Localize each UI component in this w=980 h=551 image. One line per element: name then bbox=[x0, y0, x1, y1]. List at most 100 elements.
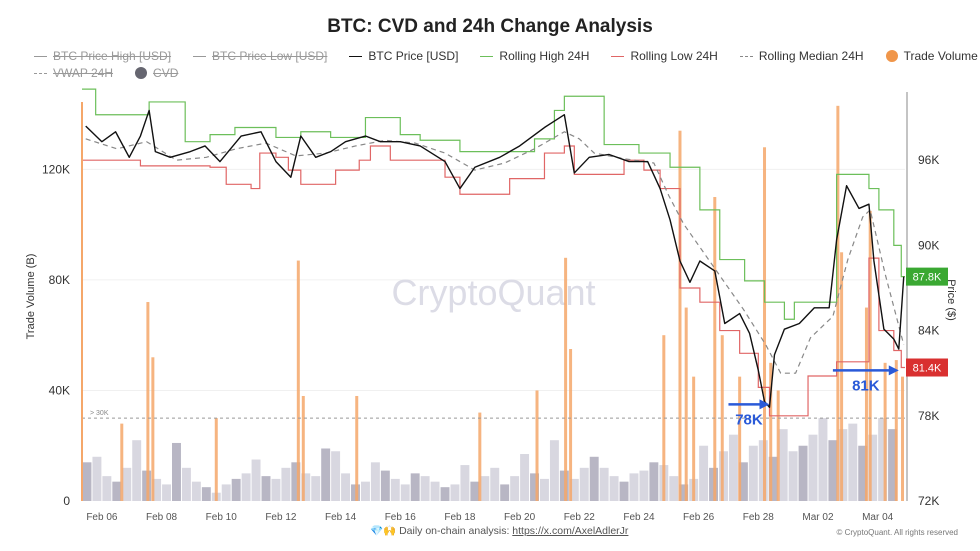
chart-title: BTC: CVD and 24h Change Analysis bbox=[327, 16, 653, 37]
last-value-label: 87.8K bbox=[913, 272, 942, 284]
legend-swatch bbox=[34, 72, 47, 74]
volume-spike-bar bbox=[684, 307, 688, 501]
volume-bar bbox=[728, 434, 738, 501]
volume-bar bbox=[430, 481, 440, 501]
volume-bar bbox=[321, 448, 331, 501]
volume-bar bbox=[122, 467, 132, 501]
y-left-tick-label: 80K bbox=[49, 273, 70, 287]
legend-swatch bbox=[34, 55, 47, 57]
legend-item[interactable]: CVD bbox=[135, 66, 178, 80]
legend-item[interactable]: Rolling Median 24H bbox=[739, 49, 864, 63]
volume-bar bbox=[341, 473, 351, 501]
volume-spike-bar bbox=[120, 423, 124, 501]
legend-label: CVD bbox=[153, 66, 179, 80]
volume-bar bbox=[301, 473, 311, 501]
volume-bar bbox=[798, 445, 808, 501]
volume-spike-bar bbox=[569, 349, 573, 501]
volume-bar bbox=[868, 434, 878, 501]
rolling-median-line bbox=[85, 131, 905, 374]
legend-label: BTC Price Low [USD] bbox=[212, 49, 328, 63]
y-left-tick-label: 40K bbox=[49, 383, 70, 397]
x-tick-label: Feb 28 bbox=[743, 512, 775, 523]
y-right-tick-label: 96K bbox=[918, 153, 939, 167]
volume-bar bbox=[241, 473, 251, 501]
x-tick-label: Feb 18 bbox=[444, 512, 476, 523]
volume-spike-bar bbox=[296, 260, 300, 501]
volume-spike-bar bbox=[894, 360, 898, 501]
volume-bar bbox=[112, 481, 122, 501]
x-tick-label: Feb 22 bbox=[564, 512, 596, 523]
volume-spike-bar bbox=[864, 307, 868, 501]
x-tick-label: Feb 26 bbox=[683, 512, 715, 523]
volume-bar bbox=[818, 418, 828, 501]
footer: 💎🙌 Daily on-chain analysis: https://x.co… bbox=[370, 524, 628, 537]
annotation-arrowhead bbox=[888, 365, 899, 376]
volume-bar bbox=[490, 467, 500, 501]
footer-link[interactable]: https://x.com/AxelAdlerJr bbox=[512, 525, 629, 537]
volume-bar bbox=[539, 478, 549, 501]
volume-bar bbox=[619, 481, 629, 501]
volume-spike-bar bbox=[564, 257, 568, 501]
volume-bar bbox=[738, 462, 748, 501]
volume-bar bbox=[470, 481, 480, 501]
legend-swatch bbox=[885, 50, 898, 62]
legend-item[interactable]: Rolling Low 24H bbox=[611, 49, 718, 63]
y-right-axis-label: Price ($) bbox=[945, 279, 957, 321]
x-tick-label: Feb 08 bbox=[146, 512, 178, 523]
last-value-badge bbox=[906, 358, 948, 377]
volume-bar bbox=[251, 459, 261, 501]
volume-bar bbox=[440, 487, 450, 501]
x-tick-label: Mar 04 bbox=[862, 512, 894, 523]
volume-bar bbox=[331, 451, 341, 501]
legend-label: Trade Volume [BTC] bbox=[903, 49, 980, 63]
legend-item[interactable]: BTC Price [USD] bbox=[349, 49, 458, 63]
volume-bar bbox=[390, 478, 400, 501]
volume-spike-bar bbox=[151, 357, 155, 501]
volume-bar bbox=[599, 467, 609, 501]
legend-item[interactable]: BTC Price High [USD] bbox=[34, 49, 171, 63]
volume-spike-bar bbox=[301, 395, 305, 501]
legend-label: BTC Price High [USD] bbox=[53, 49, 172, 63]
volume-bar bbox=[639, 470, 649, 501]
legend-swatch bbox=[193, 55, 207, 57]
x-tick-label: Feb 20 bbox=[504, 512, 536, 523]
threshold-label: > 30K bbox=[90, 410, 109, 417]
legend-label: Rolling Low 24H bbox=[630, 49, 718, 63]
volume-bar bbox=[778, 429, 788, 501]
volume-bar bbox=[380, 470, 390, 501]
volume-bar bbox=[201, 487, 211, 501]
volume-bar bbox=[152, 478, 162, 501]
volume-bar bbox=[82, 462, 92, 501]
legend-label: VWAP 24H bbox=[53, 66, 114, 80]
legend-item[interactable]: VWAP 24H bbox=[34, 66, 113, 80]
volume-bar bbox=[102, 476, 112, 501]
volume-bar bbox=[261, 476, 271, 501]
volume-bar bbox=[191, 481, 201, 501]
last-value-label: 81.4K bbox=[913, 363, 942, 375]
legend-row-1: BTC Price High [USD] BTC Price Low [USD] B… bbox=[34, 49, 980, 63]
x-tick-label: Feb 16 bbox=[385, 512, 417, 523]
x-tick-label: Mar 02 bbox=[802, 512, 834, 523]
volume-spike-bar bbox=[720, 335, 724, 501]
volume-bar bbox=[480, 476, 490, 501]
volume-spike-bar bbox=[776, 390, 780, 501]
x-tick-label: Feb 10 bbox=[206, 512, 238, 523]
volume-spike-bar bbox=[678, 130, 682, 501]
legend-item[interactable]: Trade Volume [BTC] bbox=[885, 49, 980, 63]
legend-item[interactable]: BTC Price Low [USD] bbox=[193, 49, 327, 63]
annotation-label: 78K bbox=[735, 411, 763, 428]
volume-spike-bar bbox=[763, 147, 767, 501]
volume-bar bbox=[748, 445, 758, 501]
volume-bar bbox=[370, 462, 380, 501]
volume-bar bbox=[311, 476, 321, 501]
legend-item[interactable]: Rolling High 24H bbox=[480, 49, 589, 63]
volume-bar bbox=[221, 484, 231, 501]
volume-bar bbox=[450, 484, 460, 501]
legend-label: Rolling High 24H bbox=[499, 49, 590, 63]
volume-spike-bar bbox=[146, 302, 150, 501]
volume-bar bbox=[888, 429, 898, 501]
volume-bar bbox=[460, 465, 470, 501]
watermark: CryptoQuant bbox=[391, 272, 595, 313]
legend-swatch bbox=[739, 55, 753, 57]
